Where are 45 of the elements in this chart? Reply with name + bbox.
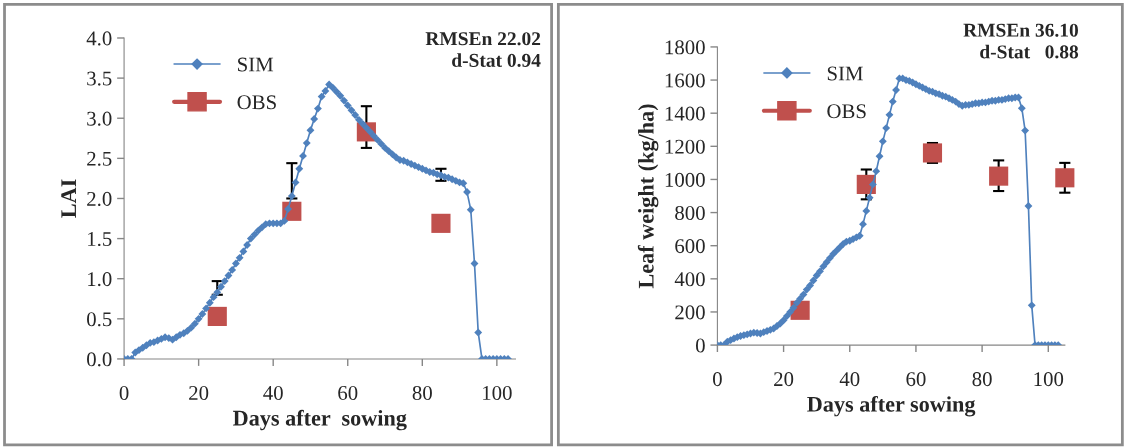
y-tick-label: 1200 [665,139,705,154]
legend-label: SIM [827,66,863,81]
x-tick-label: 60 [338,385,358,400]
y-tick-label: 0.0 [87,352,112,367]
x-tick-label: 100 [483,385,512,400]
annotation: RMSEn 22.02 d-Stat 0.94 [425,32,541,68]
y-tick-label: 400 [674,272,705,287]
y-tick-label: 2.5 [87,151,112,166]
y-tick-label: 1600 [665,73,705,88]
x-axis-title: Days after sowing [233,409,407,431]
x-tick-label: 60 [906,372,926,387]
y-tick-label: 600 [675,239,705,254]
y-tick-label: 1.5 [88,232,112,247]
y-tick-label: 1800 [665,40,705,55]
y-tick-label: 0 [695,338,705,353]
y-tick-label: 3.0 [87,111,112,126]
y-tick-label: 1000 [665,172,705,187]
y-tick-label: 200 [675,305,705,320]
y-tick-label: 800 [675,205,705,221]
x-tick-label: 0 [712,372,722,387]
legend-label: OBS [827,104,866,119]
legend-label: SIM [238,57,274,72]
y-tick-label: 1.0 [88,272,112,287]
point [207,306,227,326]
y-axis-title: Leaf weight (kg/ha) [637,104,659,289]
point [989,166,1009,186]
x-tick-label: 20 [189,385,209,400]
point [1055,168,1075,188]
y-axis-title: LAI [61,179,76,218]
x-tick-label: 80 [972,372,992,387]
x-tick-label: 80 [412,385,432,400]
y-tick-label: 0.5 [87,312,112,327]
x-tick-label: 20 [774,372,794,387]
x-tick-label: 100 [1034,372,1064,387]
x-tick-label: 40 [263,385,283,400]
y-tick-label: 2.0 [87,191,112,206]
y-tick-label: 1400 [665,106,705,121]
x-axis-title: Days after sowing [807,395,976,417]
point [431,213,451,233]
y-tick-label: 3.5 [87,71,112,86]
annotation: RMSEn 36.10 d-Stat 0.88 [963,23,1079,59]
x-tick-label: 40 [839,372,860,387]
y-tick-label: 4.0 [86,31,112,46]
x-tick-label: 0 [119,385,129,400]
legend-label: OBS [237,95,276,110]
